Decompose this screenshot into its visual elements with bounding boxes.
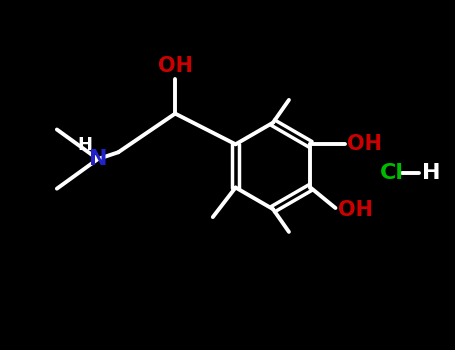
Text: Cl: Cl (380, 163, 404, 183)
Text: OH: OH (338, 200, 373, 220)
Text: H: H (77, 135, 92, 154)
Text: H: H (422, 163, 440, 183)
Text: OH: OH (347, 134, 382, 154)
Text: OH: OH (158, 56, 192, 76)
Text: N: N (89, 149, 107, 169)
